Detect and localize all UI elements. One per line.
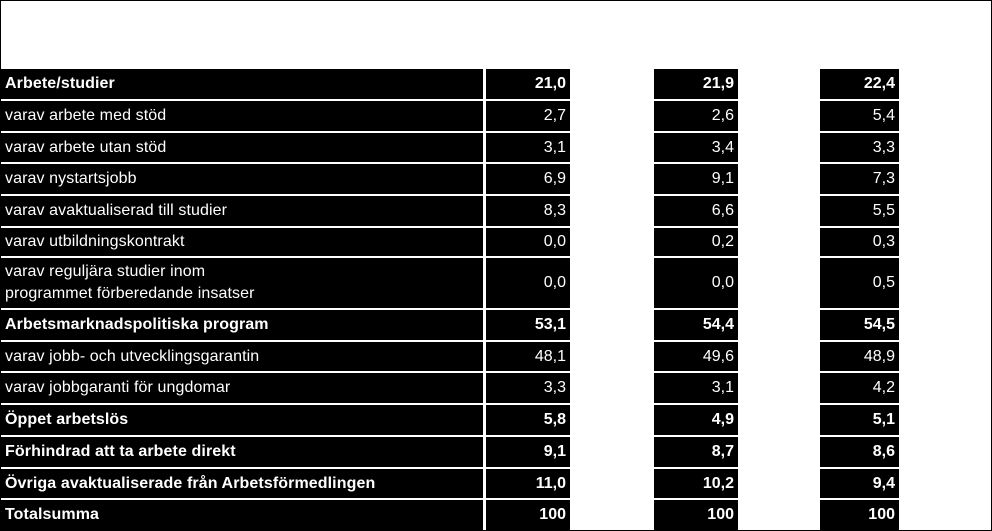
value-col-1: 5,8 xyxy=(486,405,570,435)
table-row: varav arbete med stöd 2,7 2,6 5,4 xyxy=(0,101,900,131)
value-col-3: 5,1 xyxy=(820,405,899,435)
value-col-1: 21,0 xyxy=(486,69,570,99)
value-col-3: 8,6 xyxy=(820,437,899,467)
value-col-1: 6,9 xyxy=(486,164,570,194)
value-col-2: 21,9 xyxy=(654,69,738,99)
table-row: varav reguljära studier inom programmet … xyxy=(0,258,900,308)
row-label-text: varav utbildningskontrakt xyxy=(5,233,185,250)
value-col-1: 100 xyxy=(486,500,570,530)
value-col-1: 0,0 xyxy=(486,228,570,256)
table-row: Arbete/studier 21,0 21,9 22,4 xyxy=(0,69,900,99)
table-row: Övriga avaktualiserade från Arbetsförmed… xyxy=(0,469,900,498)
value-col-1: 3,1 xyxy=(486,133,570,162)
table-row: Öppet arbetslös 5,8 4,9 5,1 xyxy=(0,405,900,435)
row-label: varav nystartsjobb xyxy=(1,164,483,194)
row-label: Övriga avaktualiserade från Arbetsförmed… xyxy=(1,469,483,498)
row-label: Totalsumma xyxy=(1,500,483,530)
value-col-1: 0,0 xyxy=(486,258,570,308)
row-label: varav utbildningskontrakt xyxy=(1,228,483,256)
row-label-text: Förhindrad att ta arbete direkt xyxy=(5,443,236,460)
row-label: Öppet arbetslös xyxy=(1,405,483,435)
value-col-1: 8,3 xyxy=(486,196,570,226)
value-col-1: 11,0 xyxy=(486,469,570,498)
table-row: Förhindrad att ta arbete direkt 9,1 8,7 … xyxy=(0,437,900,467)
row-label-text: Övriga avaktualiserade från Arbetsförmed… xyxy=(5,474,376,492)
value-col-2: 49,6 xyxy=(654,342,738,371)
value-col-2: 0,2 xyxy=(654,228,738,256)
row-label-text: Öppet arbetslös xyxy=(5,411,129,428)
value-col-2: 8,7 xyxy=(654,437,738,467)
row-label-text: varav avaktualiserad till studier xyxy=(5,202,228,219)
table-row: Arbetsmarknadspolitiska program 53,1 54,… xyxy=(0,310,900,340)
table-row: varav jobbgaranti för ungdomar 3,3 3,1 4… xyxy=(0,373,900,403)
row-label-text: varav arbete utan stöd xyxy=(5,138,167,156)
value-col-1: 53,1 xyxy=(486,310,570,340)
value-col-3: 0,3 xyxy=(820,228,899,256)
value-col-2: 54,4 xyxy=(654,310,738,340)
value-col-1: 2,7 xyxy=(486,101,570,131)
value-col-3: 5,4 xyxy=(820,101,899,131)
value-col-1: 9,1 xyxy=(486,437,570,467)
row-label: Arbetsmarknadspolitiska program xyxy=(1,310,483,340)
row-label-text: varav jobbgaranti för ungdomar xyxy=(5,379,231,396)
table-row: varav arbete utan stöd 3,1 3,4 3,3 xyxy=(0,133,900,162)
value-col-3: 5,5 xyxy=(820,196,899,226)
value-col-3: 7,3 xyxy=(820,164,899,194)
table-row: varav nystartsjobb 6,9 9,1 7,3 xyxy=(0,164,900,194)
value-col-2: 2,6 xyxy=(654,101,738,131)
row-label: varav arbete med stöd xyxy=(1,101,483,131)
row-label-text: Arbetsmarknadspolitiska program xyxy=(5,316,269,333)
row-label: Förhindrad att ta arbete direkt xyxy=(1,437,483,467)
value-col-3: 4,2 xyxy=(820,373,899,403)
row-label-text: Arbete/studier xyxy=(5,75,115,92)
table-row: varav avaktualiserad till studier 8,3 6,… xyxy=(0,196,900,226)
value-col-3: 9,4 xyxy=(820,469,899,498)
value-col-1: 3,3 xyxy=(486,373,570,403)
table-row: varav utbildningskontrakt 0,0 0,2 0,3 xyxy=(0,228,900,256)
row-label: varav avaktualiserad till studier xyxy=(1,196,483,226)
row-label: varav jobbgaranti för ungdomar xyxy=(1,373,483,403)
value-col-2: 3,1 xyxy=(654,373,738,403)
value-col-1: 48,1 xyxy=(486,342,570,371)
value-col-3: 0,5 xyxy=(820,258,899,308)
value-col-3: 3,3 xyxy=(820,133,899,162)
row-label-text: varav reguljära studier inom programmet … xyxy=(5,263,255,302)
value-col-2: 100 xyxy=(654,500,738,530)
row-label: varav jobb- och utvecklingsgarantin xyxy=(1,342,483,371)
value-col-2: 9,1 xyxy=(654,164,738,194)
value-col-3: 100 xyxy=(820,500,899,530)
value-col-2: 10,2 xyxy=(654,469,738,498)
value-col-3: 22,4 xyxy=(820,69,899,99)
table-row: varav jobb- och utvecklingsgarantin 48,1… xyxy=(0,342,900,371)
table-row: Totalsumma 100 100 100 xyxy=(0,500,900,530)
value-col-3: 48,9 xyxy=(820,342,899,371)
row-label-text: Totalsumma xyxy=(5,506,100,523)
row-label-text: varav nystartsjobb xyxy=(5,170,137,187)
value-col-2: 0,0 xyxy=(654,258,738,308)
row-label-text: varav jobb- och utvecklingsgarantin xyxy=(5,347,260,365)
row-label: varav reguljära studier inom programmet … xyxy=(1,258,483,308)
value-col-2: 4,9 xyxy=(654,405,738,435)
value-col-2: 3,4 xyxy=(654,133,738,162)
row-label-text: varav arbete med stöd xyxy=(5,107,167,124)
value-col-3: 54,5 xyxy=(820,310,899,340)
row-label: varav arbete utan stöd xyxy=(1,133,483,162)
value-col-2: 6,6 xyxy=(654,196,738,226)
row-label: Arbete/studier xyxy=(1,69,483,99)
